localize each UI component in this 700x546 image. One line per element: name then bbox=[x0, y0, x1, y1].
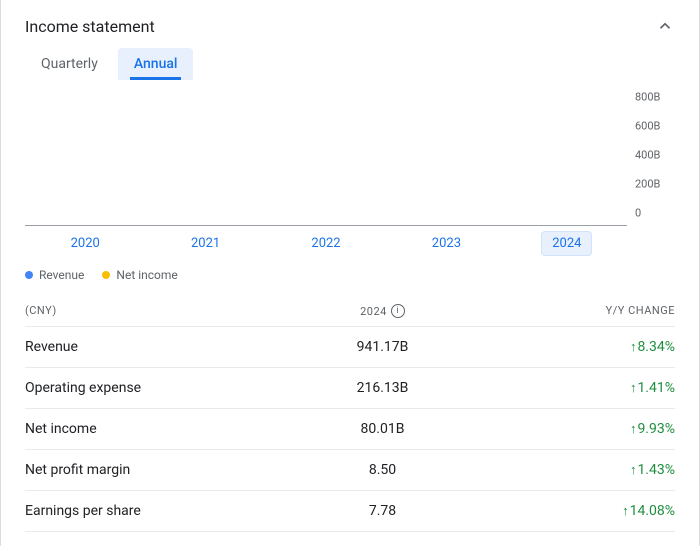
legend-dot-revenue bbox=[25, 271, 33, 279]
tab-quarterly[interactable]: Quarterly bbox=[25, 48, 114, 80]
table-header-value: 2024 i bbox=[285, 304, 480, 318]
info-icon[interactable]: i bbox=[391, 304, 405, 318]
chart-y-axis: 0200B400B600B800B bbox=[631, 96, 675, 226]
chart-x-axis: 20202021202220232024 bbox=[25, 230, 627, 256]
tab-annual[interactable]: Annual bbox=[118, 48, 194, 80]
x-axis-year[interactable]: 2021 bbox=[145, 230, 265, 256]
table-header-value-text: 2024 bbox=[360, 305, 387, 318]
period-tabs: Quarterly Annual bbox=[25, 48, 675, 80]
table-row: Operating expense216.13B↑1.41% bbox=[25, 368, 675, 409]
metric-label: Net income bbox=[25, 421, 285, 437]
metric-label: Operating expense bbox=[25, 380, 285, 396]
legend-item-netincome: Net income bbox=[102, 268, 177, 282]
y-tick-label: 400B bbox=[635, 149, 660, 162]
collapse-icon[interactable] bbox=[655, 16, 675, 36]
metric-change: ↑9.93% bbox=[480, 421, 675, 437]
metric-value: 941.17B bbox=[285, 339, 480, 355]
bar-chart: 0200B400B600B800B 20202021202220232024 bbox=[25, 96, 675, 256]
legend-label-netincome: Net income bbox=[116, 268, 177, 282]
y-tick-label: 200B bbox=[635, 178, 660, 191]
legend-label-revenue: Revenue bbox=[39, 268, 84, 282]
metric-label: Earnings per share bbox=[25, 503, 285, 519]
metric-change: ↑1.43% bbox=[480, 462, 675, 478]
y-tick-label: 800B bbox=[635, 91, 660, 104]
table-header-currency: (CNY) bbox=[25, 304, 285, 318]
legend-item-revenue: Revenue bbox=[25, 268, 84, 282]
metric-change: ↑1.41% bbox=[480, 380, 675, 396]
table-body: Revenue941.17B↑8.34%Operating expense216… bbox=[25, 327, 675, 546]
x-axis-year[interactable]: 2020 bbox=[25, 230, 145, 256]
y-tick-label: 600B bbox=[635, 120, 660, 133]
table-header-change: Y/Y CHANGE bbox=[480, 304, 675, 318]
chart-plot bbox=[25, 96, 627, 226]
metric-value: 80.01B bbox=[285, 421, 480, 437]
metric-value: 216.13B bbox=[285, 380, 480, 396]
table-row: Revenue941.17B↑8.34% bbox=[25, 327, 675, 368]
table-row: EBITDA183.22B↑19.02% bbox=[25, 532, 675, 546]
y-tick-label: 0 bbox=[635, 207, 641, 220]
metric-label: Revenue bbox=[25, 339, 285, 355]
table-header-row: (CNY) 2024 i Y/Y CHANGE bbox=[25, 296, 675, 327]
metric-change: ↑8.34% bbox=[480, 339, 675, 355]
metric-value: 8.50 bbox=[285, 462, 480, 478]
table-row: Net profit margin8.50↑1.43% bbox=[25, 450, 675, 491]
metric-label: Net profit margin bbox=[25, 462, 285, 478]
section-title: Income statement bbox=[25, 17, 155, 36]
metric-change: ↑14.08% bbox=[480, 503, 675, 519]
section-header: Income statement bbox=[25, 12, 675, 44]
chart-legend: Revenue Net income bbox=[25, 268, 675, 282]
x-axis-year[interactable]: 2022 bbox=[266, 230, 386, 256]
legend-dot-netincome bbox=[102, 271, 110, 279]
x-axis-year[interactable]: 2023 bbox=[386, 230, 506, 256]
income-statement-panel: Income statement Quarterly Annual 0 200B 4… bbox=[0, 0, 700, 546]
x-axis-year[interactable]: 2024 bbox=[507, 230, 627, 256]
table-row: Net income80.01B↑9.93% bbox=[25, 409, 675, 450]
table-row: Earnings per share7.78↑14.08% bbox=[25, 491, 675, 532]
metric-value: 7.78 bbox=[285, 503, 480, 519]
